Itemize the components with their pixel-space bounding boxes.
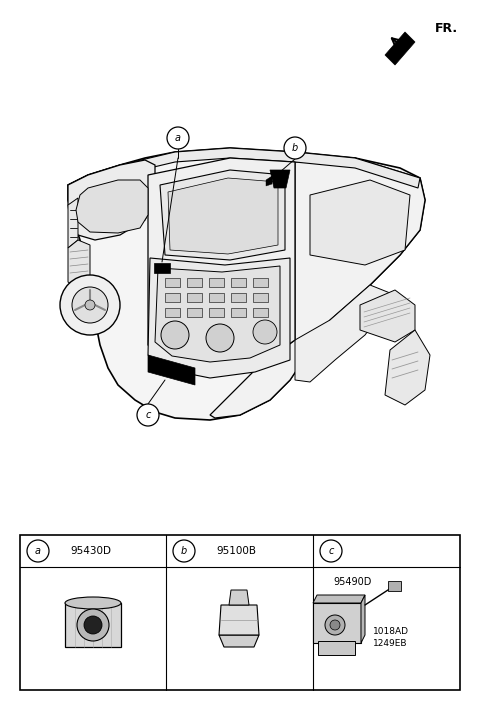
- Circle shape: [173, 540, 195, 562]
- Text: c: c: [328, 546, 334, 556]
- Polygon shape: [229, 590, 249, 605]
- Circle shape: [77, 609, 109, 641]
- Polygon shape: [210, 158, 425, 418]
- Polygon shape: [270, 170, 290, 188]
- Polygon shape: [68, 148, 420, 195]
- Text: a: a: [175, 133, 181, 143]
- Polygon shape: [20, 535, 460, 690]
- Text: b: b: [181, 546, 187, 556]
- Polygon shape: [168, 178, 278, 254]
- Text: b: b: [292, 143, 298, 153]
- Polygon shape: [155, 266, 280, 362]
- Polygon shape: [165, 278, 180, 287]
- Text: 95100B: 95100B: [216, 546, 256, 556]
- Polygon shape: [76, 180, 148, 233]
- Polygon shape: [209, 278, 224, 287]
- Polygon shape: [187, 308, 202, 317]
- Polygon shape: [361, 595, 365, 643]
- Circle shape: [60, 275, 120, 335]
- Polygon shape: [388, 581, 401, 591]
- Polygon shape: [68, 160, 155, 240]
- Polygon shape: [148, 258, 290, 378]
- Polygon shape: [68, 240, 90, 288]
- Polygon shape: [310, 180, 410, 265]
- Polygon shape: [295, 285, 395, 382]
- Circle shape: [253, 320, 277, 344]
- Polygon shape: [253, 308, 268, 317]
- Circle shape: [320, 540, 342, 562]
- Polygon shape: [154, 263, 170, 273]
- Polygon shape: [148, 158, 295, 375]
- Circle shape: [206, 324, 234, 352]
- Circle shape: [284, 137, 306, 159]
- Circle shape: [167, 127, 189, 149]
- Circle shape: [330, 620, 340, 630]
- Polygon shape: [253, 278, 268, 287]
- Polygon shape: [266, 176, 272, 186]
- Ellipse shape: [65, 597, 121, 609]
- Polygon shape: [68, 148, 425, 420]
- Polygon shape: [219, 635, 259, 647]
- Circle shape: [85, 300, 95, 310]
- Polygon shape: [165, 308, 180, 317]
- Polygon shape: [65, 603, 121, 647]
- Polygon shape: [165, 293, 180, 302]
- Polygon shape: [187, 278, 202, 287]
- Polygon shape: [231, 278, 246, 287]
- Polygon shape: [160, 170, 285, 260]
- Polygon shape: [385, 32, 415, 65]
- Circle shape: [84, 616, 102, 634]
- Text: 95430D: 95430D: [70, 546, 111, 556]
- Circle shape: [72, 287, 108, 323]
- Polygon shape: [219, 605, 259, 635]
- Polygon shape: [148, 355, 195, 385]
- Polygon shape: [231, 293, 246, 302]
- Circle shape: [161, 321, 189, 349]
- Text: c: c: [145, 410, 151, 420]
- Polygon shape: [313, 595, 365, 603]
- Polygon shape: [209, 308, 224, 317]
- Polygon shape: [313, 603, 361, 643]
- Text: FR.: FR.: [435, 21, 458, 35]
- Text: a: a: [35, 546, 41, 556]
- Circle shape: [325, 615, 345, 635]
- Polygon shape: [231, 308, 246, 317]
- Polygon shape: [253, 293, 268, 302]
- Circle shape: [27, 540, 49, 562]
- Polygon shape: [68, 198, 78, 248]
- Polygon shape: [209, 293, 224, 302]
- Text: 1249EB: 1249EB: [373, 638, 408, 647]
- Polygon shape: [385, 330, 430, 405]
- Circle shape: [137, 404, 159, 426]
- Polygon shape: [360, 290, 415, 342]
- Text: 95490D: 95490D: [334, 577, 372, 587]
- Polygon shape: [318, 641, 355, 655]
- Polygon shape: [187, 293, 202, 302]
- Text: 1018AD: 1018AD: [373, 626, 409, 635]
